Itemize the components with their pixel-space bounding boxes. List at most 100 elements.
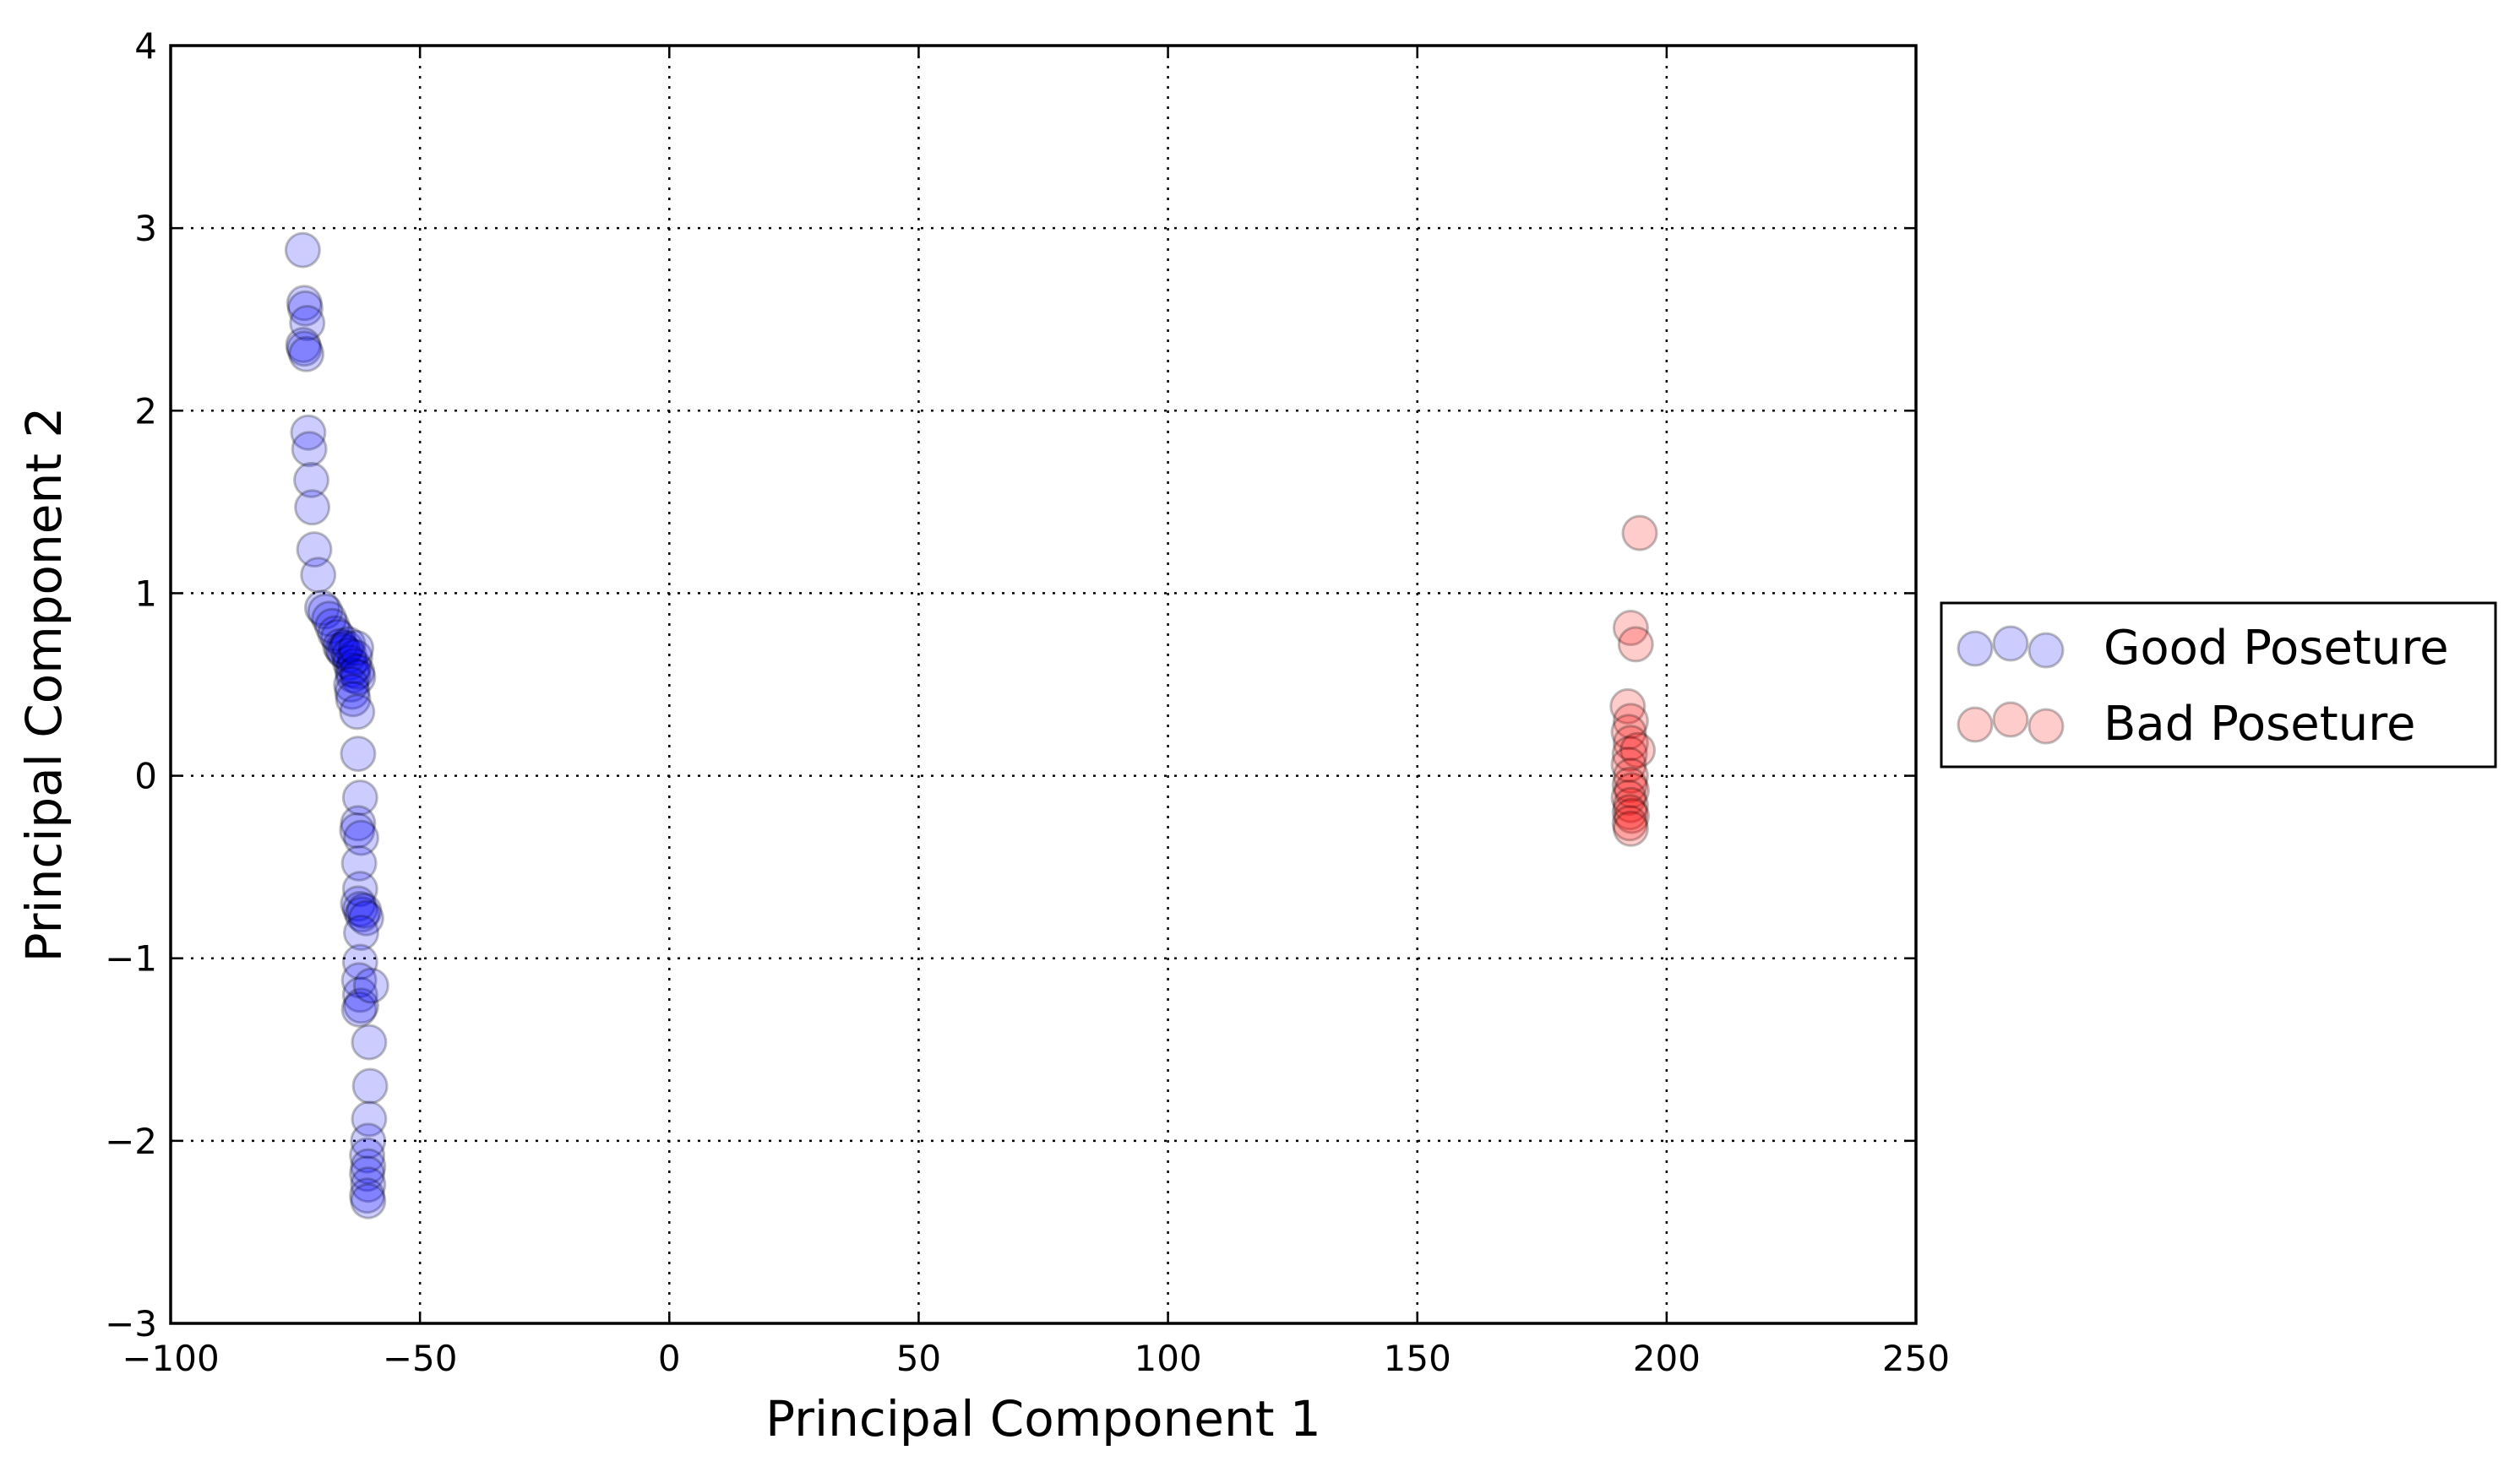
scatter-point [290, 414, 327, 451]
x-tick-label: 100 [1134, 1338, 1201, 1379]
scatter-point [300, 557, 337, 594]
scatter-point [296, 531, 333, 568]
scatter-point [1610, 779, 1647, 816]
legend-label: Bad Poseture [2104, 697, 2415, 752]
scatter-point [286, 290, 324, 327]
scatter-point [340, 805, 377, 842]
legend-marker [1957, 630, 1994, 667]
grid-lines [171, 46, 1916, 1323]
scatter-point [1614, 797, 1650, 834]
scatter-point [325, 633, 362, 671]
y-tick-label: 3 [134, 208, 157, 249]
scatter-point [340, 659, 377, 696]
scatter-point [334, 651, 371, 688]
legend-box [1940, 601, 2497, 769]
y-axis-ticks: −3 −2 −1 0 1 2 3 4 [105, 25, 1916, 1344]
scatter-point [349, 1137, 386, 1174]
scatter-point [1609, 687, 1646, 725]
scatter-point [294, 489, 331, 526]
scatter-point [1611, 794, 1648, 831]
scatter-point [350, 1122, 387, 1160]
scatter-point [284, 231, 321, 269]
scatter-point [334, 673, 371, 710]
scatter-point [335, 648, 373, 685]
scatter-point [324, 631, 361, 668]
scatter-point [341, 943, 378, 980]
scatter-point [319, 618, 357, 655]
scatter-point [341, 890, 378, 927]
scatter-point [1619, 731, 1657, 769]
scatter-point [347, 899, 384, 937]
scatter-point [343, 987, 379, 1024]
y-tick-label: −1 [105, 938, 157, 980]
scatter-point [338, 629, 375, 666]
scatter-point [1610, 714, 1647, 751]
scatter-point [328, 629, 365, 666]
scatter-point [340, 991, 378, 1028]
scatter-point [340, 736, 377, 773]
scatter-point [329, 626, 367, 663]
scatter-point [285, 327, 322, 363]
scatter-point [1611, 766, 1648, 803]
scatter-point [1612, 703, 1649, 740]
scatter-point [322, 627, 359, 665]
scatter-point [1617, 626, 1654, 663]
data-points [284, 231, 1658, 1219]
scatter-point [335, 681, 372, 718]
scatter-point [1612, 810, 1649, 847]
legend-marker [2027, 632, 2065, 669]
scatter-point [339, 653, 376, 690]
legend-label: Good Poseture [2104, 621, 2449, 676]
scatter-point [1614, 772, 1650, 809]
y-tick-label: 1 [134, 573, 157, 614]
scatter-point [1611, 736, 1648, 773]
y-tick-label: −3 [105, 1303, 157, 1344]
scatter-point [1610, 747, 1647, 784]
scatter-point [340, 885, 377, 922]
scatter-point [286, 330, 323, 367]
x-tick-label: 0 [658, 1338, 681, 1379]
scatter-point [289, 305, 326, 341]
scatter-point [1612, 610, 1649, 646]
legend-marker [1992, 625, 2029, 662]
scatter-point [351, 1100, 388, 1138]
scatter-point [350, 1182, 387, 1219]
scatter-point [349, 1155, 386, 1192]
x-tick-label: 200 [1633, 1338, 1701, 1379]
scatter-point [350, 1148, 387, 1185]
scatter-point [1612, 786, 1649, 823]
legend: Good Poseture Bad Poseture [1940, 601, 2497, 769]
scatter-point [332, 644, 368, 682]
scatter-point [341, 779, 378, 816]
legend-marker [2027, 708, 2065, 745]
scatter-point [1611, 805, 1648, 842]
y-axis-title: Principal Component 2 [15, 407, 73, 963]
scatter-point [311, 600, 348, 638]
scatter-point [1621, 514, 1658, 551]
scatter-point [339, 693, 376, 731]
scatter-point [343, 819, 379, 856]
x-tick-label: 50 [896, 1338, 941, 1379]
scatter-point [1612, 725, 1649, 762]
scatter-point [343, 915, 379, 951]
scatter-point [346, 893, 383, 929]
x-axis-title: Principal Component 1 [765, 1390, 1321, 1448]
scatter-point [291, 431, 328, 468]
scatter-point [339, 812, 376, 849]
legend-marker [1992, 701, 2029, 738]
scatter-point [351, 1024, 388, 1061]
x-axis-ticks: −100 −50 0 50 100 150 200 250 [122, 46, 1950, 1379]
x-tick-label: 150 [1384, 1338, 1451, 1379]
scatter-point [341, 871, 378, 908]
scatter-point [352, 967, 389, 1004]
x-tick-label: −100 [122, 1338, 219, 1379]
y-tick-label: 4 [134, 25, 157, 67]
y-tick-label: 0 [134, 756, 157, 797]
x-tick-label: −50 [383, 1338, 458, 1379]
scatter-point [293, 461, 329, 498]
scatter-point [330, 637, 367, 674]
y-tick-label: 2 [134, 390, 157, 432]
scatter-point [351, 1067, 389, 1105]
scatter-point [288, 335, 325, 372]
